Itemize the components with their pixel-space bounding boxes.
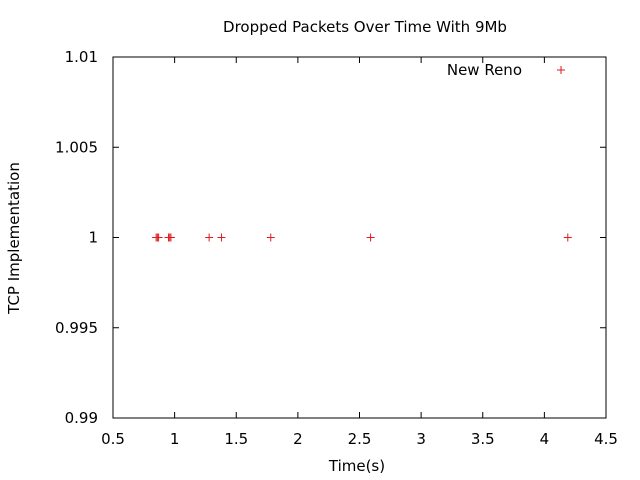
x-axis-label: Time(s): [328, 457, 385, 475]
legend-label-new-reno: New Reno: [447, 61, 522, 79]
y-tick-label: 0.995: [55, 319, 98, 337]
data-point: [166, 233, 175, 242]
legend: New Reno: [447, 61, 565, 79]
x-tick-label: 0.5: [101, 430, 125, 448]
x-tick-label: 1: [170, 430, 180, 448]
y-axis-label: TCP Implementation: [5, 162, 23, 315]
x-tick-label: 1.5: [224, 430, 248, 448]
y-tick-label: 1: [88, 229, 98, 247]
x-axis: 0.5 1 1.5 2 2.5 3 3.5 4 4.5: [101, 57, 618, 448]
plot-area-border: [112, 56, 607, 419]
y-tick-label: 0.99: [65, 409, 98, 427]
data-points: [152, 233, 572, 242]
data-point: [266, 233, 275, 242]
x-tick-label: 4.5: [594, 430, 618, 448]
data-point: [154, 233, 163, 242]
y-tick-label: 1.01: [65, 48, 98, 66]
y-tick-label: 1.005: [55, 138, 98, 156]
legend-marker-new-reno: [557, 66, 565, 74]
x-tick-label: 3.5: [471, 430, 495, 448]
x-tick-label: 4: [540, 430, 550, 448]
data-point: [366, 233, 375, 242]
chart-title: Dropped Packets Over Time With 9Mb: [223, 18, 507, 36]
x-tick-label: 3: [416, 430, 426, 448]
y-axis: 0.99 0.995 1 1.005 1.01: [55, 48, 606, 427]
x-tick-label: 2.5: [348, 430, 372, 448]
data-point: [217, 233, 226, 242]
data-point: [563, 233, 572, 242]
x-tick-label: 2: [293, 430, 303, 448]
data-point: [205, 233, 214, 242]
